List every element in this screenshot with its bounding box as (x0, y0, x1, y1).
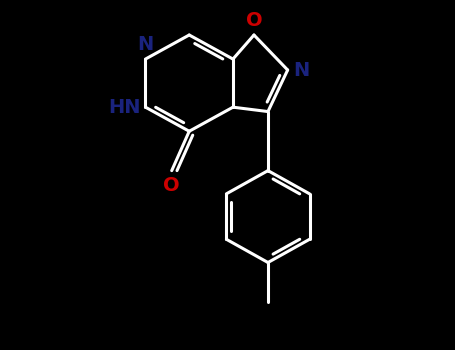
Text: HN: HN (109, 98, 141, 117)
Text: O: O (246, 11, 262, 30)
Text: N: N (137, 35, 154, 54)
Text: O: O (163, 176, 180, 195)
Text: N: N (293, 61, 309, 79)
